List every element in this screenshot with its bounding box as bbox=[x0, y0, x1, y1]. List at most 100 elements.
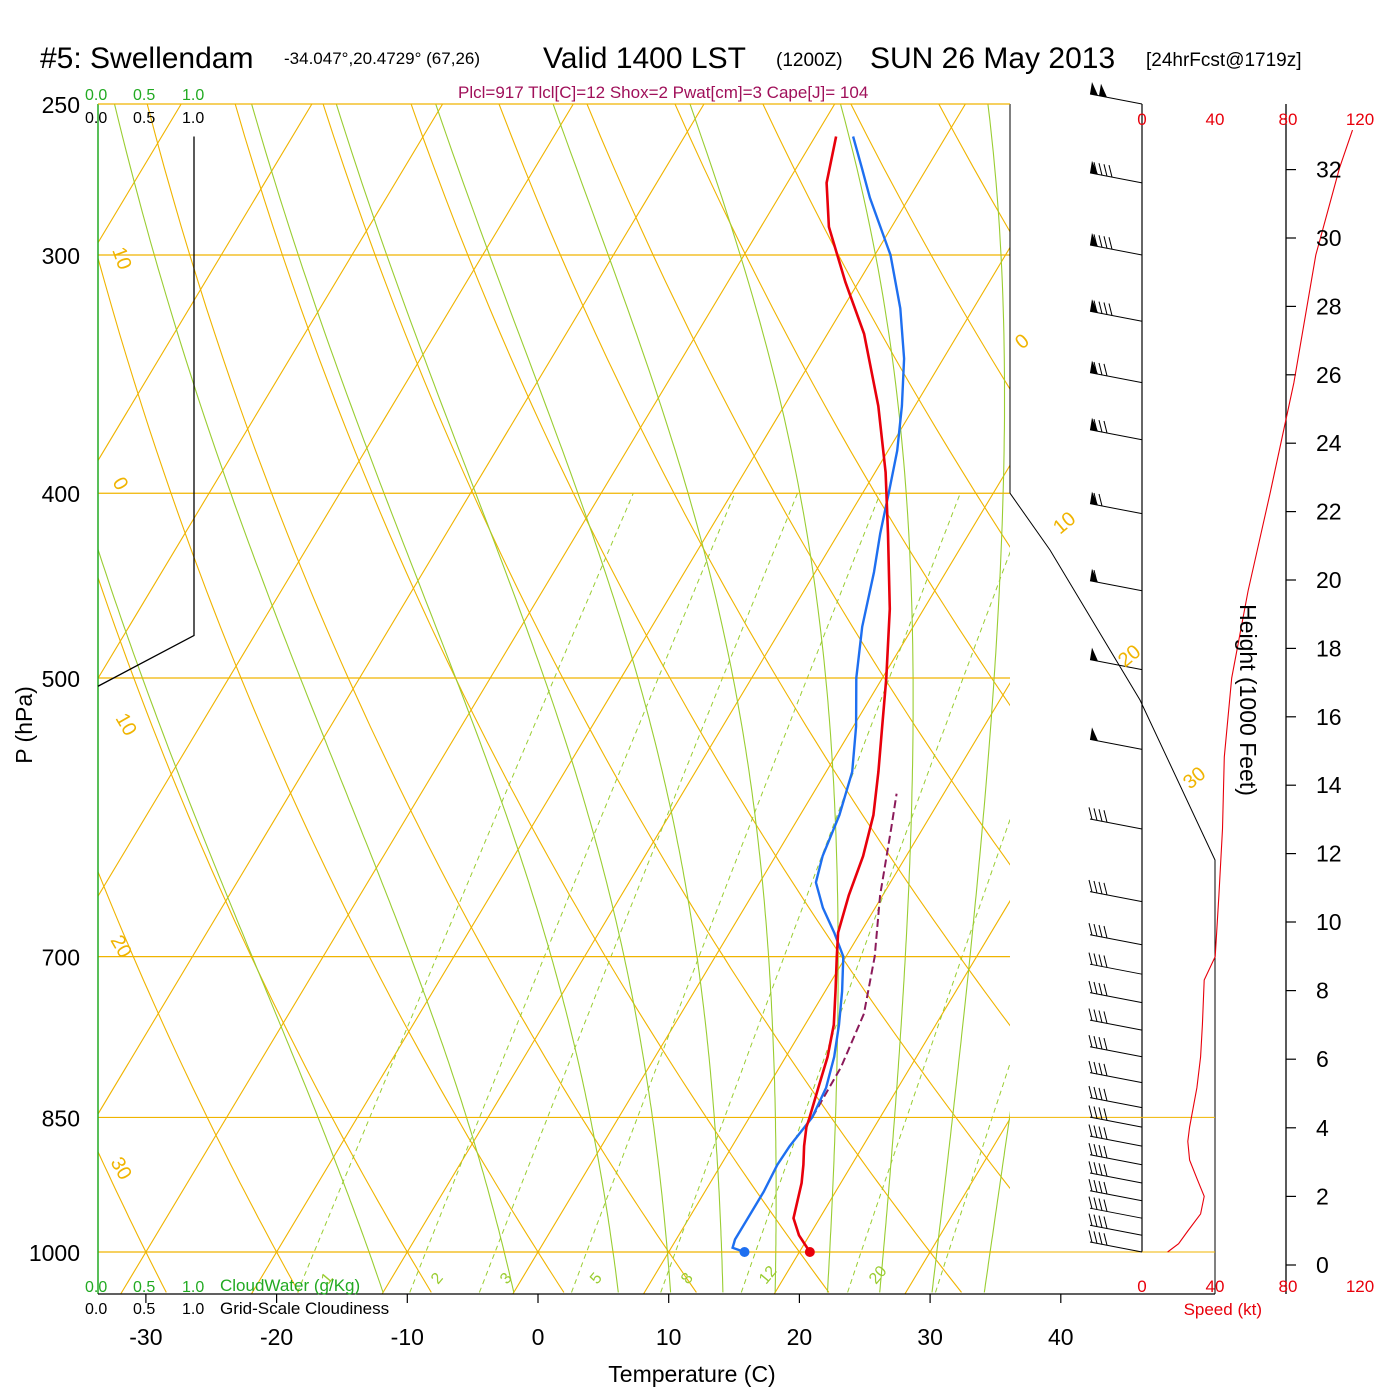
wind-barb bbox=[1089, 360, 1143, 384]
isotherm-line bbox=[250, 104, 966, 1294]
wind-barb-feather bbox=[1103, 420, 1108, 434]
dry-adiabat-line bbox=[674, 104, 1010, 707]
dry-adiabat-label: 10 bbox=[107, 244, 135, 272]
moist-adiabat-line bbox=[931, 104, 1006, 1293]
wind-barb-feather bbox=[1093, 162, 1098, 175]
wind-barb-feather bbox=[1088, 1105, 1093, 1118]
wind-barb-flag bbox=[1099, 83, 1107, 98]
wind-barb-feather bbox=[1098, 1062, 1103, 1076]
mixing-ratio-line bbox=[409, 493, 736, 1293]
wind-speed-line bbox=[1167, 129, 1354, 1253]
wind-barb-feather bbox=[1093, 361, 1098, 375]
title-station: #5: Swellendam bbox=[40, 42, 253, 75]
pressure-tick-label: 300 bbox=[42, 243, 80, 269]
wind-barb-feather bbox=[1093, 923, 1098, 937]
height-tick-label: 2 bbox=[1316, 1183, 1329, 1209]
wind-barb-staff bbox=[1089, 963, 1143, 975]
wind-barb-feather bbox=[1103, 363, 1108, 377]
x-axis-title: Temperature (C) bbox=[608, 1361, 775, 1387]
cloudiness-bottom-tick: 0.5 bbox=[133, 1301, 155, 1318]
wind-barb-feather bbox=[1103, 1233, 1108, 1246]
pressure-tick-label: 250 bbox=[42, 92, 80, 118]
wind-barb-staff bbox=[1089, 1224, 1143, 1236]
dry-adiabat-line bbox=[322, 104, 962, 1293]
speed-bottom-tick: 40 bbox=[1206, 1277, 1225, 1296]
wind-barb bbox=[1089, 299, 1143, 322]
dry-adiabat-label: 10 bbox=[111, 710, 141, 740]
wind-barb-feather bbox=[1093, 1125, 1098, 1138]
wind-barb-feather bbox=[1098, 982, 1103, 996]
height-tick-label: 0 bbox=[1316, 1252, 1329, 1278]
x-tick-label: -30 bbox=[129, 1324, 162, 1350]
wind-barb-feather bbox=[1098, 954, 1103, 967]
title-valid: Valid 1400 LST bbox=[543, 42, 746, 75]
temperature-line bbox=[792, 136, 892, 1253]
wind-barb-feather bbox=[1088, 1196, 1093, 1209]
x-tick-label: 10 bbox=[656, 1324, 682, 1350]
isotherm-line bbox=[1036, 104, 1400, 1294]
moist-adiabat-line bbox=[113, 104, 515, 1293]
wind-barb-staff bbox=[1089, 503, 1143, 515]
wind-barb-feather bbox=[1103, 810, 1108, 823]
wind-barb-feather bbox=[1103, 164, 1108, 177]
dry-adiabat-line bbox=[762, 104, 1010, 548]
wind-barb-feather bbox=[1098, 924, 1103, 938]
dry-adiabat-line bbox=[0, 70, 34, 1292]
height-tick-label: 16 bbox=[1316, 704, 1342, 730]
height-tick-label: 28 bbox=[1316, 293, 1342, 319]
wind-barb-feather bbox=[1093, 808, 1098, 821]
wind-barb bbox=[1088, 1035, 1143, 1058]
wind-barb-flag bbox=[1090, 647, 1098, 662]
cloudiness-bottom-tick: 0.0 bbox=[85, 1301, 107, 1318]
dry-adiabat-line bbox=[586, 104, 1010, 866]
wind-barb-feather bbox=[1098, 1215, 1103, 1228]
cloudiness-top-tick: 1.0 bbox=[182, 110, 204, 127]
wind-barb-feather bbox=[1088, 980, 1093, 994]
speed-bottom-tick: 120 bbox=[1346, 1277, 1374, 1296]
height-tick-label: 12 bbox=[1316, 841, 1342, 867]
dry-adiabat-right-label: 20 bbox=[1114, 641, 1145, 672]
wind-barb-feather bbox=[1098, 1010, 1103, 1023]
wind-barb-feather bbox=[1103, 1108, 1108, 1121]
wind-barb bbox=[1089, 232, 1143, 256]
y-axis-title: P (hPa) bbox=[11, 686, 37, 764]
wind-barb-feather bbox=[1093, 1106, 1098, 1119]
speed-bottom-tick: 0 bbox=[1137, 1277, 1146, 1296]
wind-barb bbox=[1089, 727, 1143, 750]
speed-axis-title: Speed (kt) bbox=[1184, 1300, 1262, 1319]
x-tick-label: -20 bbox=[260, 1324, 293, 1350]
panel-outline bbox=[1009, 492, 1216, 1294]
mixing-ratio-label: 12 bbox=[756, 1263, 781, 1288]
wind-barb-staff bbox=[1089, 1116, 1143, 1128]
wind-barb bbox=[1089, 160, 1143, 184]
isotherm-line bbox=[98, 104, 444, 680]
wind-barb-feather bbox=[1098, 1087, 1103, 1101]
cloudwater-top-tick: 0.0 bbox=[85, 87, 107, 104]
isotherm-line bbox=[512, 464, 1010, 1294]
wind-barb-feather bbox=[1093, 1143, 1098, 1157]
wind-barb-feather bbox=[1098, 881, 1103, 895]
height-tick-label: 30 bbox=[1316, 225, 1342, 251]
wind-barb bbox=[1088, 1143, 1143, 1166]
wind-barb-staff bbox=[1089, 429, 1143, 441]
isotherm-line bbox=[381, 246, 1010, 1294]
wind-barb-staff bbox=[1089, 1072, 1143, 1084]
dry-adiabat-line bbox=[850, 104, 1010, 391]
wind-barb-feather bbox=[1088, 1035, 1093, 1048]
mixing-ratio-line bbox=[297, 493, 634, 1293]
wind-barb-feather bbox=[1093, 981, 1098, 995]
wind-barb-feather bbox=[1103, 1037, 1108, 1051]
title-zulu: (1200Z) bbox=[776, 50, 843, 71]
wind-barb-flag bbox=[1090, 82, 1098, 96]
mixing-ratio-label: 8 bbox=[678, 1270, 697, 1288]
wind-barb-feather bbox=[1088, 879, 1093, 893]
wind-barb-feather bbox=[1093, 569, 1098, 583]
wind-barb-feather bbox=[1103, 1145, 1108, 1159]
wind-barb-staff bbox=[1089, 934, 1143, 946]
pressure-tick-label: 850 bbox=[42, 1105, 80, 1131]
wind-barb-flag bbox=[1090, 727, 1098, 741]
isotherm-line bbox=[643, 682, 1010, 1294]
stability-indices: Plcl=917 Tlcl[C]=12 Shox=2 Pwat[cm]=3 Ca… bbox=[458, 83, 868, 102]
isotherm-line bbox=[98, 104, 705, 1116]
wind-barb-feather bbox=[1093, 300, 1098, 313]
